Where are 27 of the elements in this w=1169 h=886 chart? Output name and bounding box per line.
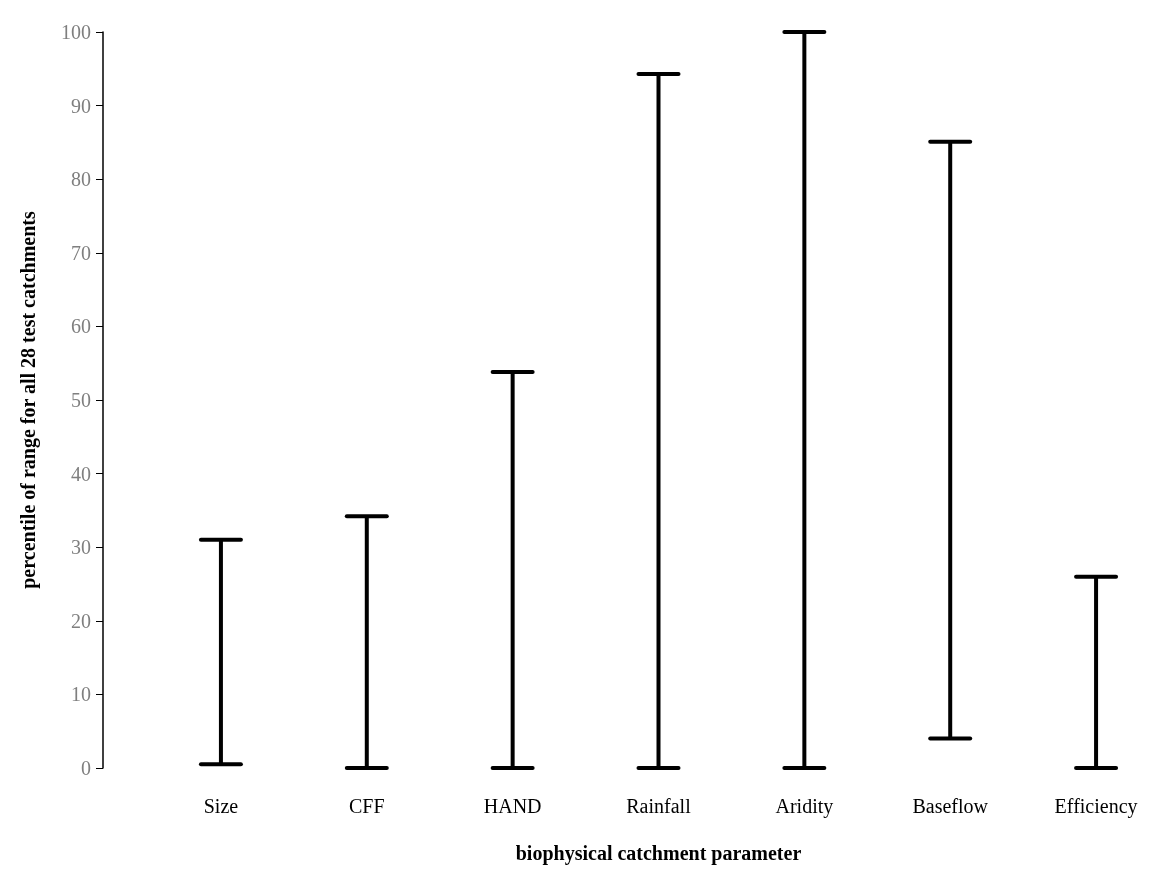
x-tick-label: Aridity: [775, 795, 834, 818]
y-tick-label: 10: [71, 683, 91, 706]
bar: [510, 372, 515, 768]
y-tick-label: 100: [61, 21, 91, 43]
x-tick-label: Size: [203, 795, 239, 817]
x-axis-title: biophysical catchment parameter: [515, 842, 802, 865]
y-tick-label: 90: [71, 94, 91, 117]
bar: [364, 516, 369, 768]
y-tick-label: 0: [81, 757, 91, 779]
y-tick-label: 50: [71, 389, 91, 411]
bar: [656, 73, 661, 768]
y-axis-title: percentile of range for all 28 test catchments: [17, 211, 40, 589]
x-tick-label: HAND: [483, 795, 542, 817]
y-tick-label: 30: [71, 536, 91, 559]
y-tick-label: 80: [71, 168, 91, 191]
x-tick-label: Baseflow: [912, 795, 989, 817]
y-tick-label: 70: [71, 241, 91, 264]
y-tick-label: 20: [71, 609, 91, 632]
y-tick-label: 40: [71, 462, 91, 485]
bar: [1094, 576, 1099, 768]
bar: [218, 539, 223, 765]
y-tick-label: 60: [71, 315, 91, 338]
bar: [948, 141, 953, 739]
x-tick-label: Rainfall: [626, 795, 692, 817]
bar: [802, 32, 807, 768]
x-tick-label: CFF: [348, 795, 385, 817]
x-tick-label: Efficiency: [1054, 795, 1138, 818]
